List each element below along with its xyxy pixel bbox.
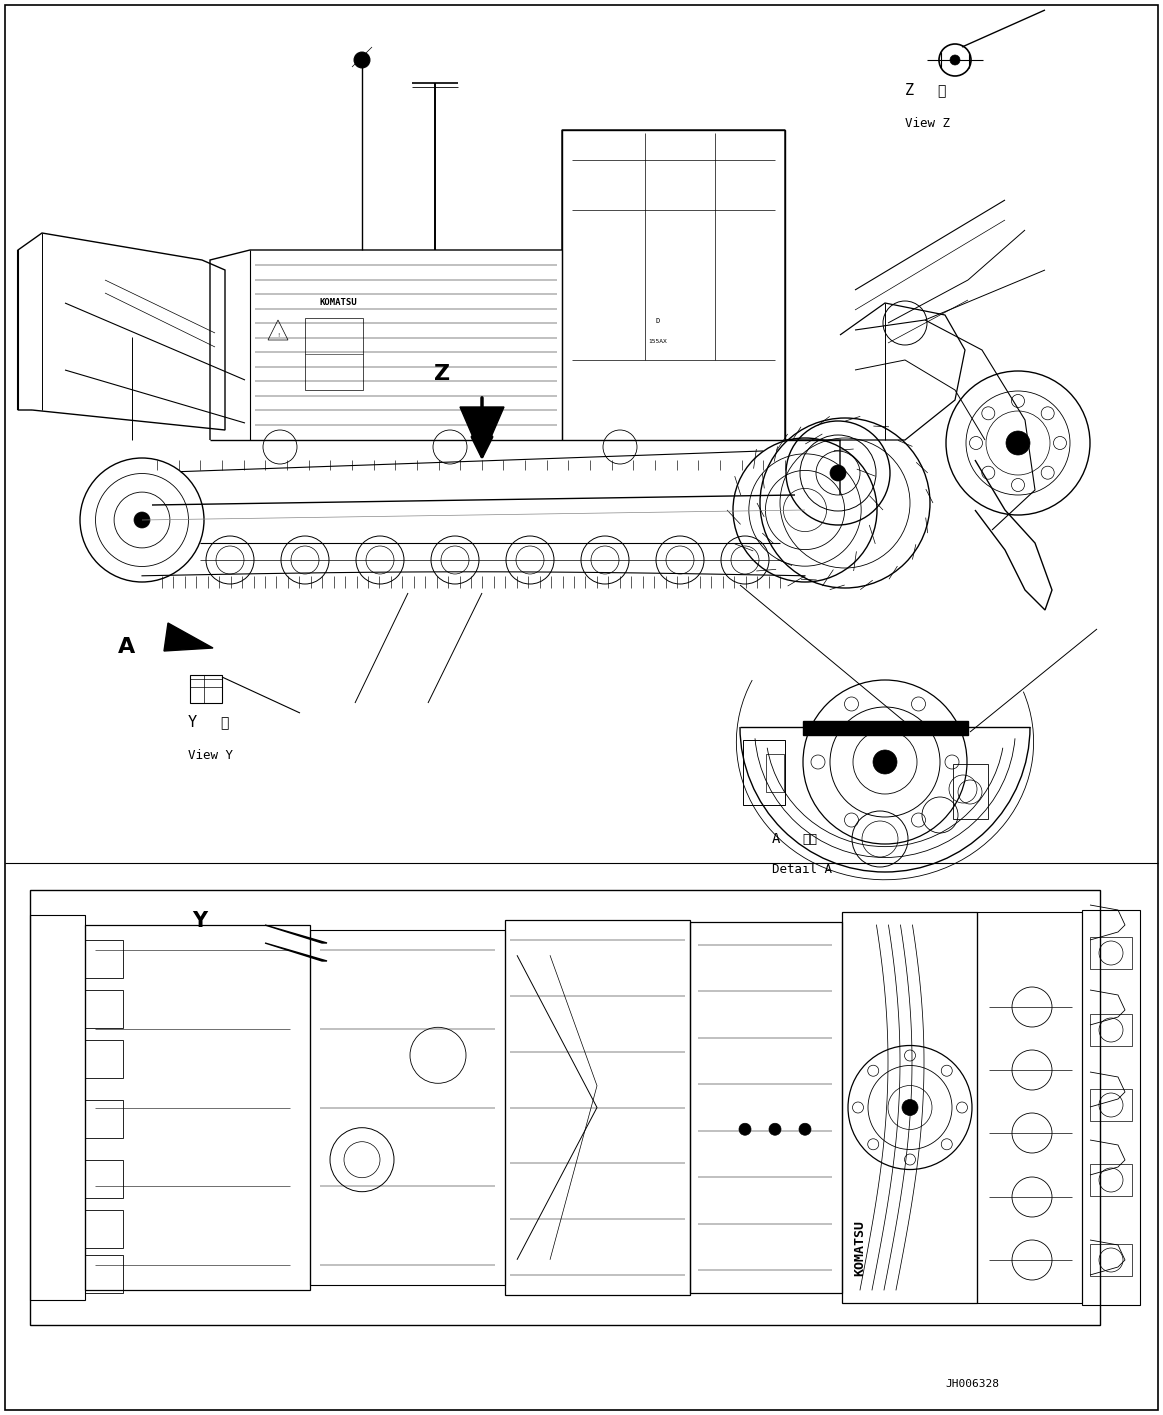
- Polygon shape: [265, 942, 327, 961]
- Bar: [690, 923, 842, 1293]
- Bar: [190, 675, 222, 703]
- Text: View Z: View Z: [905, 117, 950, 130]
- Bar: [977, 913, 1082, 1303]
- Text: Y: Y: [188, 715, 197, 730]
- Circle shape: [950, 55, 959, 65]
- Bar: [85, 1210, 123, 1248]
- Polygon shape: [461, 408, 504, 458]
- Circle shape: [769, 1124, 782, 1135]
- Circle shape: [354, 52, 370, 68]
- Polygon shape: [164, 623, 213, 651]
- Text: 視: 視: [937, 83, 946, 98]
- Text: KOMATSU: KOMATSU: [320, 299, 358, 307]
- Text: A: A: [772, 832, 780, 846]
- Bar: [952, 764, 989, 819]
- Bar: [85, 1255, 123, 1293]
- Text: 視: 視: [220, 716, 228, 730]
- Text: D: D: [655, 318, 659, 324]
- Text: Detail A: Detail A: [772, 863, 832, 876]
- Bar: [1090, 1090, 1132, 1121]
- Circle shape: [902, 1099, 918, 1115]
- Bar: [1090, 1015, 1132, 1046]
- Bar: [85, 990, 123, 1029]
- Circle shape: [739, 1124, 751, 1135]
- Bar: [311, 930, 505, 1285]
- Text: 詳細: 詳細: [802, 833, 816, 846]
- Text: 155AX: 155AX: [648, 340, 666, 344]
- Text: Z: Z: [434, 364, 450, 383]
- Circle shape: [873, 750, 897, 774]
- Text: A: A: [117, 637, 135, 657]
- Bar: [1090, 1244, 1132, 1276]
- Text: KOMATSU: KOMATSU: [852, 1220, 866, 1276]
- Bar: [85, 925, 311, 1290]
- Polygon shape: [265, 925, 327, 942]
- Bar: [30, 890, 1100, 1324]
- Bar: [766, 754, 784, 792]
- Bar: [743, 740, 785, 805]
- Text: View Y: View Y: [188, 749, 233, 763]
- Bar: [85, 1099, 123, 1138]
- Bar: [85, 1040, 123, 1078]
- Circle shape: [830, 466, 846, 481]
- Bar: [505, 920, 690, 1295]
- Bar: [30, 916, 85, 1300]
- Bar: [1082, 910, 1140, 1305]
- Circle shape: [799, 1124, 811, 1135]
- Text: JH006328: JH006328: [946, 1380, 999, 1390]
- Circle shape: [134, 512, 150, 528]
- Bar: [802, 722, 968, 734]
- Bar: [85, 940, 123, 978]
- Bar: [85, 1160, 123, 1199]
- Circle shape: [1006, 432, 1030, 456]
- Text: Z: Z: [905, 83, 914, 98]
- Bar: [1090, 1165, 1132, 1196]
- Text: !: !: [277, 333, 279, 338]
- Bar: [842, 913, 977, 1303]
- Bar: [305, 318, 363, 391]
- Text: Y: Y: [192, 911, 207, 931]
- Bar: [1090, 937, 1132, 969]
